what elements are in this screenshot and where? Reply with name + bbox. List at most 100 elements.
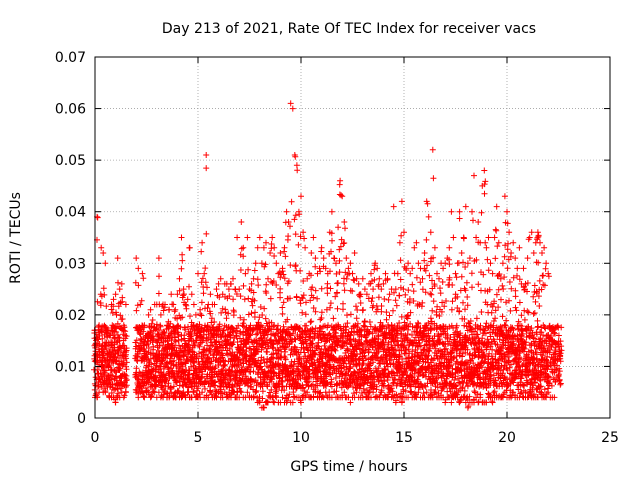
data-point [213,286,220,293]
data-point [255,348,261,355]
data-point [156,327,163,334]
data-point [270,369,277,375]
data-point [203,230,210,237]
data-point [170,383,177,390]
data-point [152,383,159,390]
data-point [396,239,403,246]
data-point [273,260,280,267]
data-point [462,203,469,210]
data-point [175,337,182,344]
data-point [349,270,356,277]
data-point [137,301,144,308]
data-point [120,322,127,329]
data-point [398,198,405,205]
data-point [456,208,463,215]
data-point [102,343,109,350]
data-point [500,286,507,292]
data-point [507,307,514,314]
data-point [237,388,244,395]
data-point [262,328,269,335]
data-point [208,358,215,365]
data-point [514,265,521,272]
data-point [140,328,147,335]
data-point [218,390,225,397]
data-point [119,316,126,322]
data-point [117,385,124,392]
data-point [116,286,123,293]
data-point [165,380,172,387]
data-point [168,352,175,359]
data-point [491,234,498,241]
data-point [222,306,229,313]
data-point [251,297,258,304]
data-point [171,308,178,315]
data-point [425,213,432,220]
data-point [102,389,109,396]
data-point [137,331,144,338]
data-point [482,239,489,246]
data-point [485,234,492,241]
data-point [177,378,184,385]
data-point [383,316,390,323]
data-point [238,245,245,252]
data-point [279,304,286,311]
data-point [473,315,480,322]
data-point [123,359,130,366]
data-point [184,296,191,303]
data-point [504,265,511,272]
data-point [320,255,327,262]
data-point [237,335,243,342]
data-point [113,309,119,316]
data-point [233,291,240,297]
data-point [207,291,214,298]
data-point [140,275,147,282]
data-point [133,307,140,314]
data-point [114,320,121,327]
data-point [116,335,123,342]
data-point [512,304,519,311]
data-point [158,339,164,346]
data-point [449,298,456,305]
data-point [176,275,183,282]
data-point [475,281,482,288]
data-point [464,404,471,411]
data-point [172,338,179,345]
data-point [207,336,214,343]
data-point [318,285,325,292]
data-point [463,279,470,286]
data-point [253,387,260,394]
data-point [266,379,273,386]
data-point [340,280,347,287]
data-point [155,389,162,396]
data-point [141,322,148,329]
data-point [373,393,380,400]
data-point [453,274,460,281]
data-point [156,273,162,280]
data-point [273,282,280,288]
data-point [206,308,213,315]
data-point [102,260,109,267]
data-point [471,388,478,395]
data-point [219,329,226,336]
data-point [199,275,206,282]
data-point [428,355,435,362]
data-point [218,347,225,354]
data-point [158,334,165,341]
data-point [397,276,404,283]
data-point [174,379,180,386]
data-point [203,152,210,158]
data-point [427,290,434,297]
data-point [394,270,401,277]
data-point [157,322,164,329]
data-point [383,309,390,316]
data-point [108,376,115,383]
data-point [240,331,247,338]
data-point [516,244,523,251]
data-point [287,262,294,269]
data-point [327,285,334,292]
data-point [349,288,356,295]
data-point [182,301,189,308]
data-point [196,343,203,350]
data-point [165,368,172,375]
data-point [240,346,247,353]
